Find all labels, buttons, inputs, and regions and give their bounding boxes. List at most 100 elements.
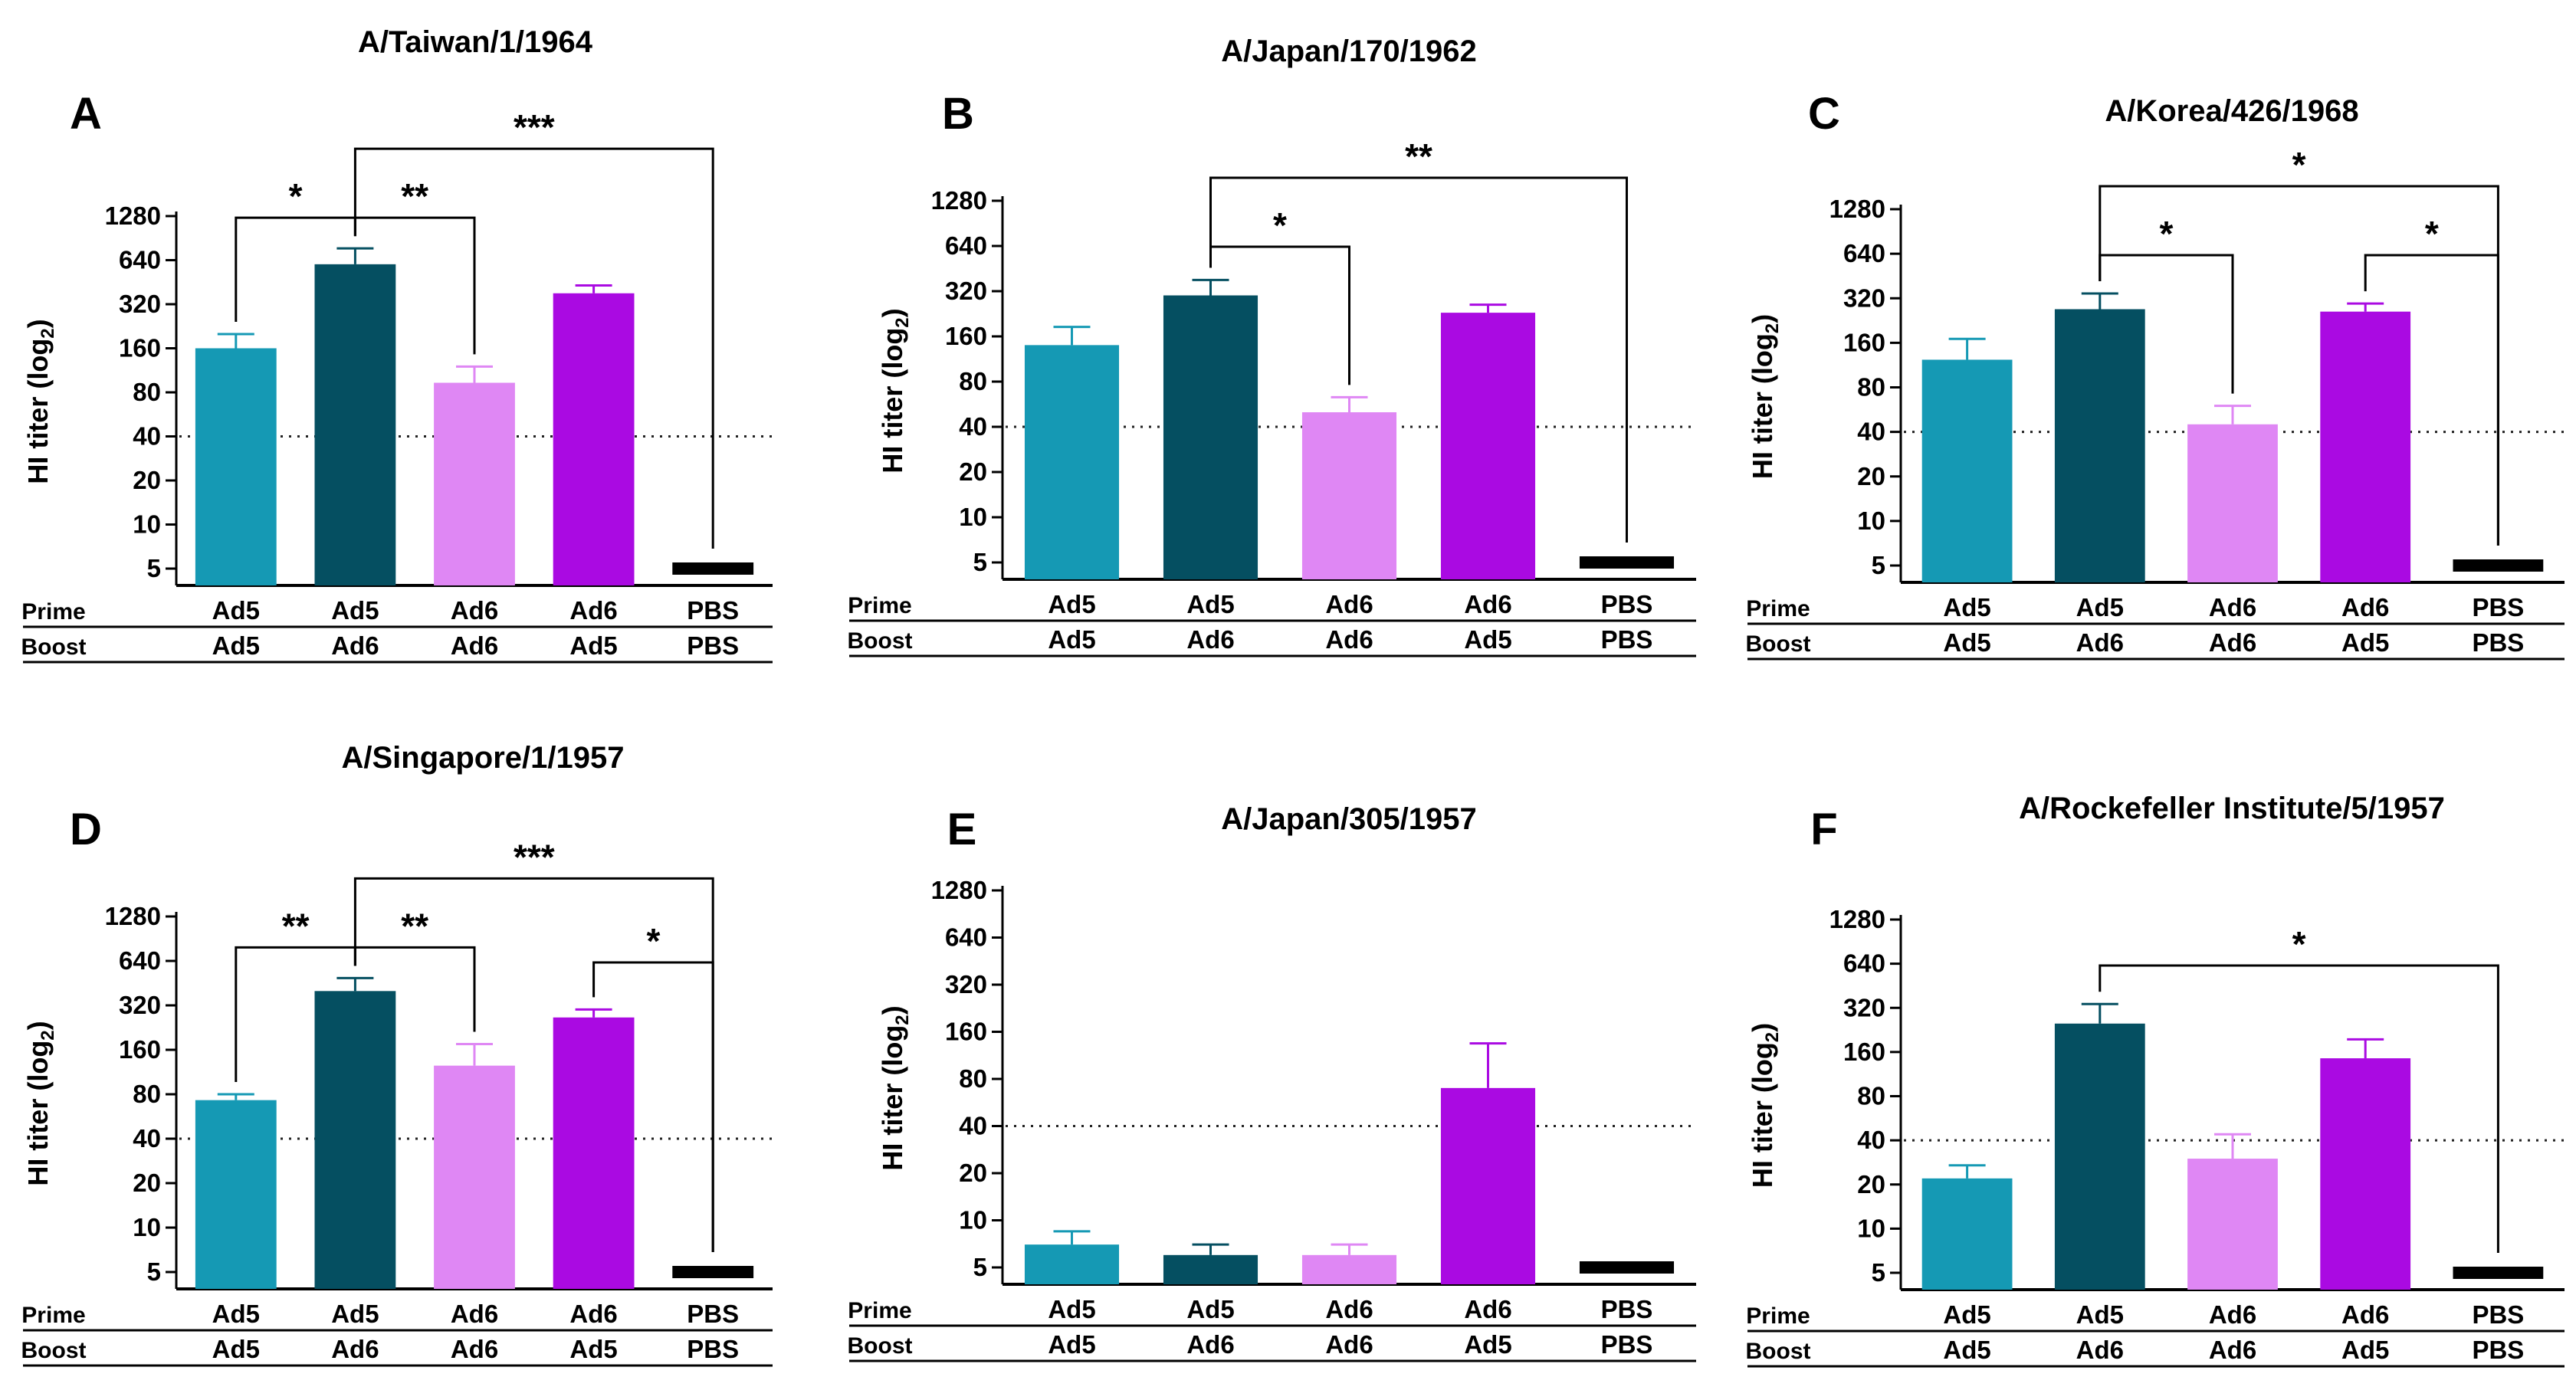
boost-row-label: Boost [1746,1339,1811,1364]
y-axis-label: HI titer (log2) [22,1021,58,1185]
panel-letter: A [70,89,102,139]
y-tick-label: 1280 [1829,905,1885,933]
bar-ad6-ad6 [2187,424,2278,582]
panel-title: A/Japan/170/1962 [1221,34,1477,68]
bar-ad5-ad5 [1921,359,2013,582]
panel-title: A/Korea/426/1968 [2105,94,2358,128]
boost-label: PBS [687,631,739,660]
bar-ad5-ad5 [195,1100,277,1289]
y-tick-label: 20 [959,457,987,486]
prime-label: PBS [1601,1295,1653,1323]
y-tick-label: 80 [1857,1082,1885,1110]
bar-ad5-ad5 [195,348,277,585]
panel-letter: B [942,89,974,139]
prime-label: PBS [1601,590,1653,618]
significance-label: ** [1405,136,1432,176]
panel-title: A/Singapore/1/1957 [341,741,624,775]
prime-label: Ad6 [2209,593,2256,621]
boost-row-label: Boost [1746,631,1811,657]
boost-label: Ad5 [1464,1330,1511,1359]
y-tick-label: 80 [1857,373,1885,402]
boost-label: Ad5 [1943,628,1990,657]
prime-label: PBS [687,1300,739,1328]
boost-label: Ad5 [1048,625,1095,654]
bar-ad5-ad5 [1024,345,1120,579]
y-tick-label: 40 [959,1112,987,1140]
bar-ad6-ad5 [2320,311,2411,582]
prime-label: Ad6 [2209,1300,2256,1329]
boost-label: Ad5 [1048,1330,1095,1359]
boost-label: Ad6 [331,1335,379,1363]
boost-label: Ad6 [451,631,498,660]
y-tick-label: 80 [133,1080,161,1108]
y-tick-label: 1280 [1829,195,1885,223]
y-tick-label: 640 [945,923,987,952]
panel-letter: F [1810,805,1837,854]
boost-label: PBS [1601,1330,1653,1359]
y-tick-label: 5 [1872,1258,1885,1287]
prime-label: PBS [687,596,739,625]
prime-label: Ad6 [1464,1295,1511,1323]
significance-bracket [1209,176,1628,543]
bar-pbs [2453,1267,2544,1279]
boost-label: Ad5 [569,1335,617,1363]
prime-label: Ad6 [2341,1300,2389,1329]
y-tick-label: 160 [119,334,161,362]
y-tick-label: 10 [133,510,161,539]
significance-label: * [2292,145,2306,185]
bar-pbs [1579,556,1675,569]
y-axis-label: HI titer (log2) [877,1005,913,1170]
bar-ad6-ad5 [2320,1058,2411,1290]
panel-letter: D [70,805,102,854]
y-tick-label: 5 [1872,551,1885,579]
y-tick-label: 40 [1857,418,1885,446]
panel-letter: C [1808,89,1840,139]
y-tick-label: 640 [1843,949,1885,978]
bar-ad6-ad5 [553,293,635,585]
prime-label: Ad5 [1048,1295,1095,1323]
bar-pbs [2453,559,2544,572]
boost-label: Ad5 [1464,625,1511,654]
boost-label: Ad5 [2341,1336,2389,1364]
panel-c: A/Korea/426/1968 C HI titer (log2) 1280 640 3… [1746,89,2565,661]
y-tick-label: 10 [1857,1214,1885,1242]
y-axis-label: HI titer (log2) [1747,314,1783,479]
y-axis-label: HI titer (log2) [1747,1023,1783,1188]
bar-ad5-ad6 [2054,309,2145,582]
prime-row-label: Prime [21,1303,85,1328]
bar-ad5-ad6 [314,991,396,1289]
boost-label: Ad6 [1325,1330,1373,1359]
y-tick-label: 160 [945,322,987,350]
boost-label: PBS [687,1335,739,1363]
prime-label: Ad5 [2076,593,2124,621]
bar-ad5-ad6 [1163,295,1258,579]
panel-letter: E [947,805,977,854]
boost-label: Ad6 [2209,628,2256,657]
panel-title: A/Japan/305/1957 [1221,802,1477,836]
y-tick-label: 640 [1843,239,1885,267]
y-tick-label: 160 [1843,328,1885,356]
y-tick-label: 320 [1843,284,1885,312]
boost-label: Ad6 [1186,625,1234,654]
boost-label: Ad5 [212,631,260,660]
bar-ad5-ad6 [1163,1254,1258,1284]
y-tick-label: 5 [147,1257,161,1286]
boost-row-label: Boost [21,1338,87,1363]
bar-ad5-ad5 [1921,1178,2013,1290]
significance-label: *** [514,107,555,147]
significance-label: * [1273,205,1287,245]
bar-ad6-ad5 [1440,1087,1536,1284]
bar-ad5-ad6 [314,264,396,585]
y-tick-label: 1280 [931,186,987,215]
prime-label: Ad5 [1048,590,1095,618]
prime-label: Ad5 [1943,593,1990,621]
prime-label: Ad5 [1943,1300,1990,1329]
prime-label: Ad6 [451,1300,498,1328]
panel-a: A/Taiwan/1/1964 A HI titer (log2) 1280 640 32… [21,25,773,664]
prime-label: Ad6 [451,596,498,625]
prime-row-label: Prime [848,1298,911,1323]
y-tick-label: 40 [133,422,161,451]
bar-ad6-ad6 [2187,1159,2278,1290]
panel-title: A/Rockefeller Institute/5/1957 [2019,792,2445,825]
prime-row-label: Prime [1746,596,1810,621]
